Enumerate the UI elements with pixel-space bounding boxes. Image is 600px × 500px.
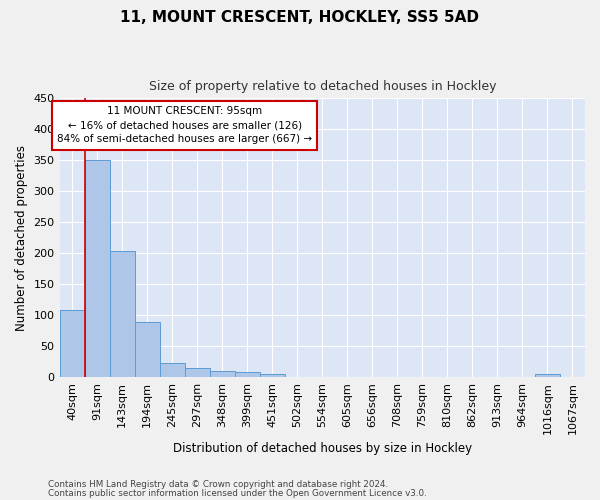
X-axis label: Distribution of detached houses by size in Hockley: Distribution of detached houses by size … bbox=[173, 442, 472, 455]
Y-axis label: Number of detached properties: Number of detached properties bbox=[15, 144, 28, 330]
Text: 11, MOUNT CRESCENT, HOCKLEY, SS5 5AD: 11, MOUNT CRESCENT, HOCKLEY, SS5 5AD bbox=[121, 10, 479, 25]
Bar bbox=[209, 372, 235, 377]
Bar bbox=[160, 362, 185, 377]
Text: 11 MOUNT CRESCENT: 95sqm
← 16% of detached houses are smaller (126)
84% of semi-: 11 MOUNT CRESCENT: 95sqm ← 16% of detach… bbox=[57, 106, 312, 144]
Bar bbox=[85, 160, 110, 377]
Bar bbox=[110, 252, 134, 377]
Text: Contains public sector information licensed under the Open Government Licence v3: Contains public sector information licen… bbox=[48, 488, 427, 498]
Bar bbox=[134, 322, 160, 377]
Title: Size of property relative to detached houses in Hockley: Size of property relative to detached ho… bbox=[149, 80, 496, 93]
Bar bbox=[535, 374, 560, 377]
Text: Contains HM Land Registry data © Crown copyright and database right 2024.: Contains HM Land Registry data © Crown c… bbox=[48, 480, 388, 489]
Bar bbox=[235, 372, 260, 377]
Bar bbox=[185, 368, 209, 377]
Bar bbox=[260, 374, 285, 377]
Bar bbox=[59, 310, 85, 377]
